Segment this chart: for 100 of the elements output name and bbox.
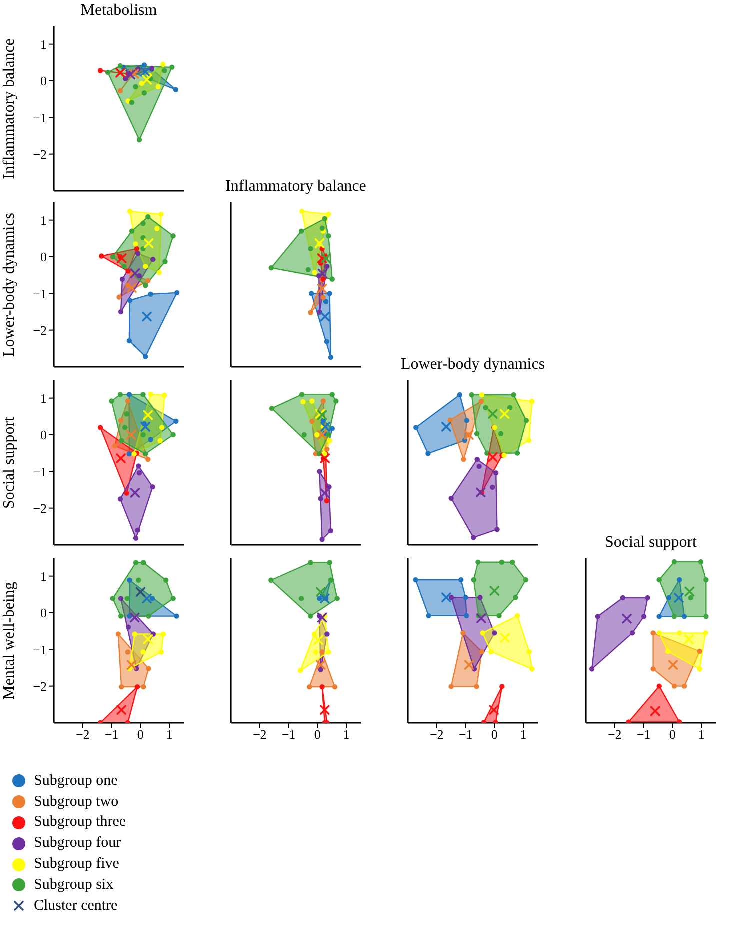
point [514,613,520,619]
x-tick-label: −2 [76,727,90,742]
point [306,684,312,690]
point [135,528,140,533]
point [672,559,677,565]
point [494,470,499,476]
point [704,614,709,620]
point [326,234,332,239]
point [645,595,650,601]
point [324,264,330,270]
point [324,339,330,344]
point [268,265,274,271]
point [448,684,454,690]
point [656,614,662,620]
point [133,560,139,566]
point [322,216,328,222]
point [458,577,464,583]
point [478,595,483,600]
point [314,432,320,438]
point [697,666,702,672]
point [174,614,180,619]
point [320,650,325,655]
y-tick-label: 0 [40,74,47,89]
point [110,596,116,602]
point [136,137,142,143]
point [499,560,504,565]
legend-label: Cluster centre [34,898,118,915]
point [476,464,482,470]
y-tick-label: 1 [40,212,47,228]
point [330,392,335,398]
point [110,254,116,260]
point [158,650,164,655]
point [142,90,148,96]
point [327,291,332,296]
point [127,208,133,214]
point [326,650,332,655]
point [142,283,148,288]
point [630,630,636,636]
point [142,451,148,457]
point [704,577,709,583]
point [156,270,162,276]
point [330,276,335,282]
point [334,596,340,602]
point [116,632,122,637]
point [135,251,141,256]
point [158,212,164,218]
point [133,84,138,90]
point [136,464,142,469]
point [595,614,600,620]
point [126,624,132,630]
point [449,595,454,600]
point [471,577,476,583]
point [99,254,104,259]
point [162,68,168,74]
point [119,684,124,690]
point [672,684,677,689]
point [129,228,135,234]
point [469,392,474,398]
point [146,456,151,462]
point [98,68,104,74]
point [118,418,124,424]
x-tick-label: 0 [491,727,498,742]
chart-title: Social support [605,534,697,552]
point [677,630,682,636]
point [656,684,662,689]
point [464,418,470,424]
point [298,668,304,674]
point [312,270,318,276]
point [126,338,132,344]
point [530,666,535,672]
point [476,560,481,565]
point [326,432,332,438]
legend-label: Subgroup two [34,794,119,811]
point [510,560,516,565]
point [328,528,334,534]
point [327,438,332,444]
point [326,212,332,218]
point [320,226,325,231]
point [150,484,156,490]
point [470,535,476,540]
point [478,399,484,404]
point [697,648,702,654]
point [118,309,124,315]
point [140,684,146,690]
point [308,310,314,316]
point [413,425,419,430]
point [457,392,463,398]
y-tick-label: −1 [33,642,47,658]
y-tick-label: −1 [33,110,47,126]
point [163,578,169,583]
point [317,596,322,602]
legend-label: Subgroup one [34,772,118,790]
chart-title: Lower-body dynamics [400,356,546,374]
point [150,596,156,602]
point [703,630,708,636]
x-tick-label: −2 [252,727,267,742]
point [170,596,176,602]
point [334,398,339,404]
point [154,226,160,232]
point [479,649,485,654]
